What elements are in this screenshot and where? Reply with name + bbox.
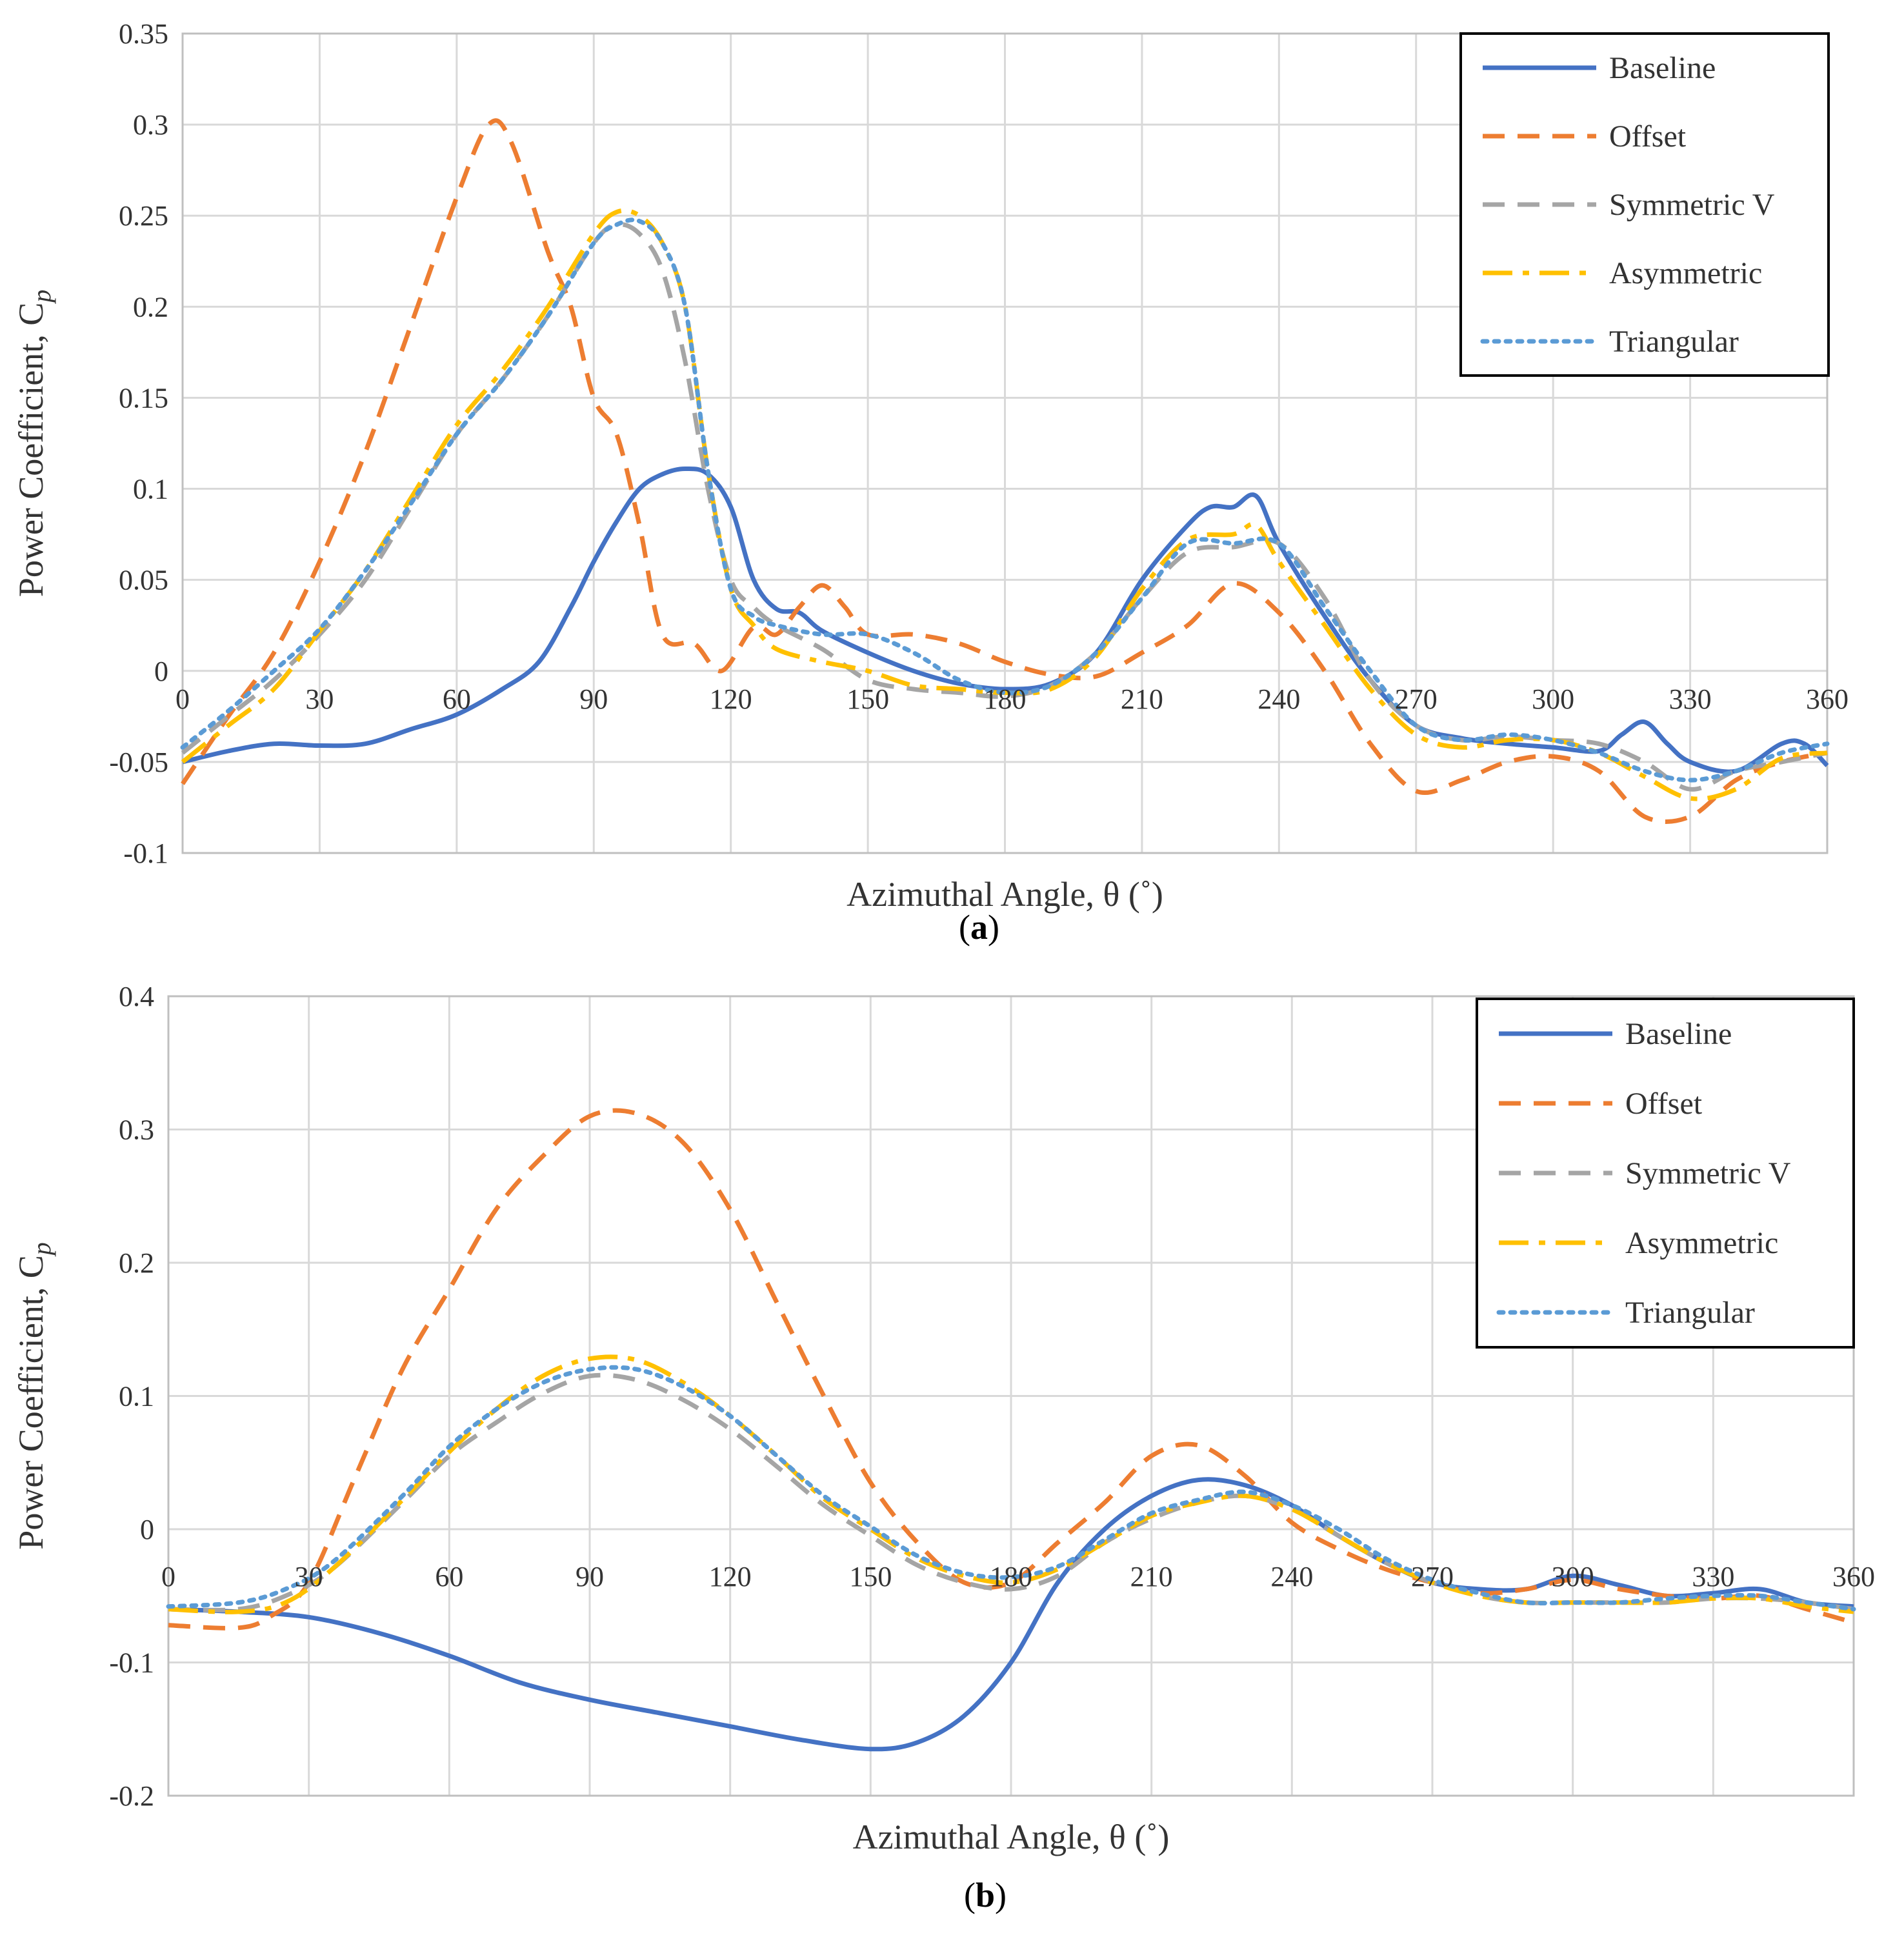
- x-tick-label: 330: [1692, 1561, 1734, 1592]
- series-line-baseline: [168, 1477, 1854, 1752]
- x-tick-label: 360: [1832, 1561, 1875, 1592]
- series-line-offset: [168, 1108, 1854, 1631]
- x-tick-label: 270: [1395, 683, 1438, 715]
- series-line-triangular: [180, 217, 1830, 783]
- y-tick-label: 0: [140, 1514, 154, 1545]
- chart-panel-b: -0.2 -0.1 0 0.1 0.2 0.3 0.4 0 30 60 90 120 150 180 210…: [12, 981, 1875, 1914]
- y-tick-label: -0.05: [109, 747, 168, 778]
- y-tick-label: -0.1: [109, 1647, 154, 1679]
- x-tick-label: 120: [710, 683, 752, 715]
- x-tick-label: 90: [576, 1561, 604, 1592]
- x-tick-label: 330: [1669, 683, 1712, 715]
- legend-entry-label: Offset: [1625, 1087, 1703, 1121]
- legend: Baseline Offset Symmetric V Asymmetric Trian…: [1459, 32, 1830, 377]
- x-tick-label: 30: [295, 1561, 323, 1592]
- y-tick-label: 0.3: [119, 1114, 154, 1146]
- x-tick-label: 180: [990, 1561, 1032, 1592]
- x-tick-label: 300: [1532, 683, 1574, 715]
- x-tick-label: 210: [1130, 1561, 1173, 1592]
- x-tick-label: 120: [709, 1561, 752, 1592]
- x-tick-label: 0: [161, 1561, 175, 1592]
- y-tick-label: 0.35: [119, 18, 168, 50]
- x-tick-label: 150: [847, 683, 889, 715]
- x-tick-label: 180: [984, 683, 1027, 715]
- panel-label: (b): [964, 1876, 1007, 1914]
- y-tick-label: 0: [154, 656, 168, 687]
- legend: Baseline Offset Symmetric V Asymmetric Trian…: [1476, 998, 1855, 1349]
- legend-entry-label: Baseline: [1609, 51, 1716, 85]
- y-tick-label: 0.1: [119, 1381, 154, 1412]
- x-tick-label: 360: [1806, 683, 1849, 715]
- x-tick-label: 0: [175, 683, 190, 715]
- legend-entry-label: Triangular: [1625, 1296, 1755, 1330]
- series-line-baseline: [182, 466, 1829, 774]
- x-tick-label: 270: [1411, 1561, 1454, 1592]
- plot-area-frame: [167, 995, 1855, 1797]
- legend-entry-label: Symmetric V: [1609, 188, 1775, 222]
- x-tick-label: 240: [1258, 683, 1300, 715]
- y-tick-label: 0.25: [119, 200, 168, 232]
- legend-entry-label: Symmetric V: [1625, 1156, 1791, 1190]
- y-tick-label: -0.1: [123, 838, 168, 869]
- x-tick-label: 60: [435, 1561, 463, 1592]
- series-line-offset: [181, 118, 1828, 825]
- x-tick-label: 90: [579, 683, 608, 715]
- x-tick-label: 300: [1552, 1561, 1594, 1592]
- x-tick-label: 60: [443, 683, 471, 715]
- legend-entry-label: Asymmetric: [1609, 256, 1762, 290]
- chart-panel-a: -0.1 -0.05 0 0.05 0.1 0.15 0.2 0.25 0.3 0.35 0 30 60…: [12, 18, 1849, 947]
- x-tick-label: 30: [305, 683, 334, 715]
- legend-entry-label: Baseline: [1625, 1017, 1732, 1051]
- legend-entry-label: Asymmetric: [1625, 1226, 1778, 1260]
- y-axis-title: Power Coefficient, Cp: [12, 1242, 56, 1549]
- plot-area-frame: [181, 32, 1829, 854]
- y-tick-label: -0.2: [109, 1780, 154, 1812]
- series-line-triangular: [166, 1365, 1856, 1612]
- y-tick-label: 0.2: [133, 291, 168, 323]
- series-line-asymmetric: [181, 208, 1828, 801]
- legend-entry-label: Offset: [1609, 119, 1687, 154]
- x-axis-title: Azimuthal Angle, θ (˚): [847, 875, 1163, 914]
- x-tick-label: 240: [1270, 1561, 1313, 1592]
- y-tick-label: 0.05: [119, 565, 168, 596]
- panel-label: (a): [959, 908, 999, 947]
- y-tick-label: 0.3: [133, 109, 168, 141]
- y-tick-label: 0.1: [133, 474, 168, 505]
- x-axis-title: Azimuthal Angle, θ (˚): [853, 1818, 1170, 1856]
- y-tick-label: 0.4: [119, 981, 154, 1012]
- legend-entry-label: Triangular: [1609, 325, 1739, 359]
- x-tick-label: 150: [849, 1561, 892, 1592]
- y-tick-label: 0.15: [119, 382, 168, 414]
- x-tick-label: 210: [1121, 683, 1163, 715]
- y-axis-title: Power Coefficient, Cp: [12, 290, 56, 597]
- y-tick-label: 0.2: [119, 1247, 154, 1279]
